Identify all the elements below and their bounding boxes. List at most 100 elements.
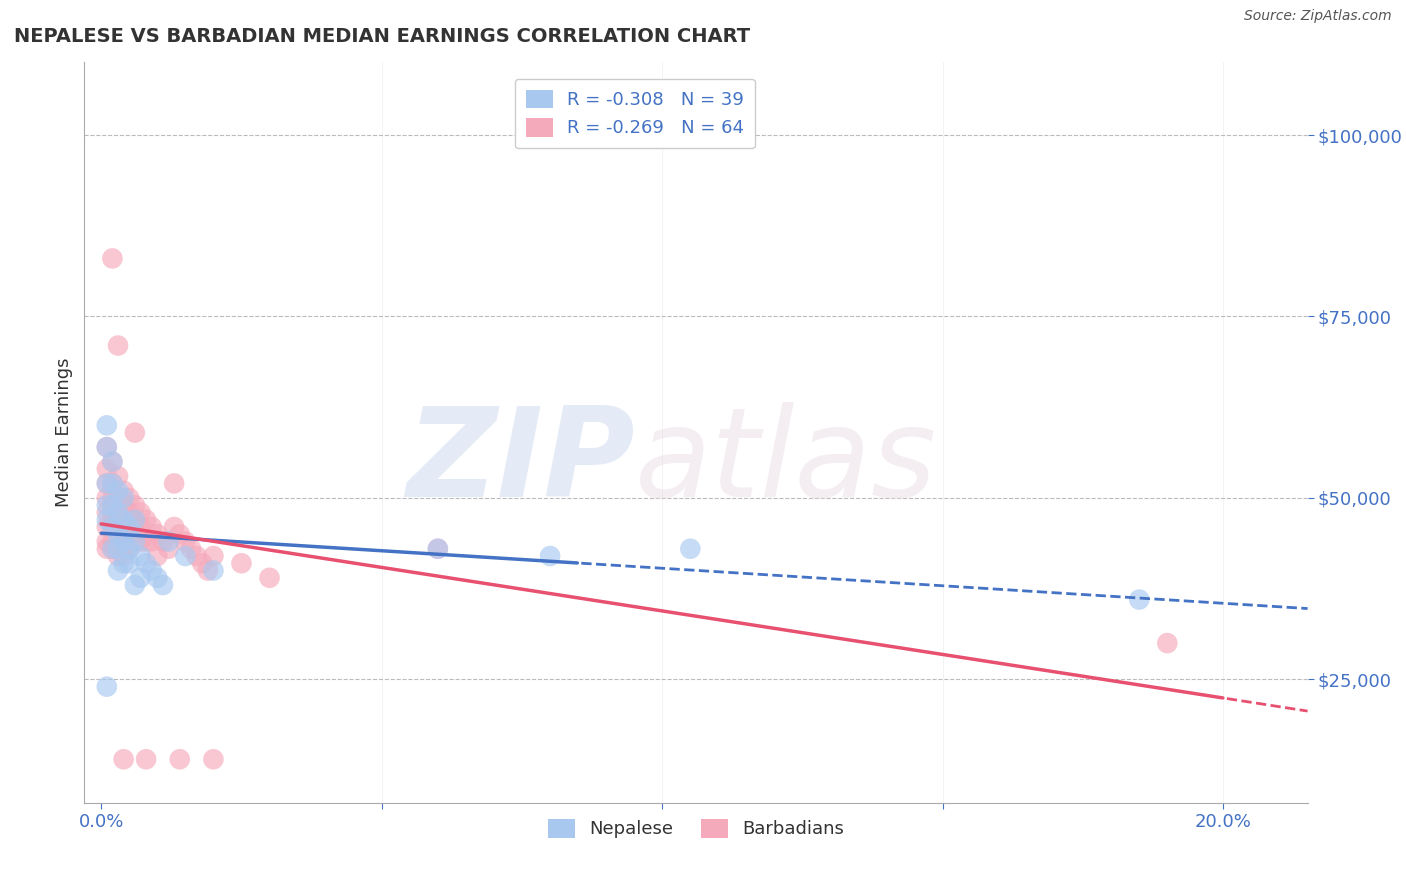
Point [107, 506, 129, 520]
Point [101, 534, 124, 549]
Point [124, 527, 146, 541]
Point [118, 541, 141, 556]
Point [118, 520, 141, 534]
Point [118, 506, 141, 520]
Point [107, 549, 129, 563]
Point [129, 520, 152, 534]
Point [101, 476, 124, 491]
Point [96, 541, 118, 556]
Point [202, 549, 225, 563]
Point [538, 549, 561, 563]
Point [157, 541, 180, 556]
Point [146, 571, 169, 585]
Point [124, 425, 146, 440]
Point [679, 541, 702, 556]
Point [96, 491, 118, 505]
Point [107, 564, 129, 578]
Point [107, 338, 129, 352]
Point [112, 527, 135, 541]
Point [135, 534, 157, 549]
Point [259, 571, 281, 585]
Point [174, 534, 197, 549]
Point [124, 578, 146, 592]
Point [96, 418, 118, 433]
Point [124, 534, 146, 549]
Point [118, 541, 141, 556]
Point [96, 534, 118, 549]
Point [426, 541, 449, 556]
Point [101, 455, 124, 469]
Point [112, 483, 135, 498]
Point [107, 469, 129, 483]
Point [169, 752, 191, 766]
Point [157, 534, 180, 549]
Point [129, 534, 152, 549]
Point [118, 556, 141, 570]
Legend: Nepalese, Barbadians: Nepalese, Barbadians [541, 812, 851, 846]
Point [101, 498, 124, 512]
Point [135, 556, 157, 570]
Point [96, 440, 118, 454]
Point [169, 527, 191, 541]
Point [96, 520, 118, 534]
Point [124, 498, 146, 512]
Text: NEPALESE VS BARBADIAN MEDIAN EARNINGS CORRELATION CHART: NEPALESE VS BARBADIAN MEDIAN EARNINGS CO… [14, 27, 751, 45]
Point [152, 578, 174, 592]
Point [112, 491, 135, 505]
Point [146, 549, 169, 563]
Point [107, 506, 129, 520]
Point [112, 549, 135, 563]
Point [96, 476, 118, 491]
Point [1156, 636, 1178, 650]
Point [426, 541, 449, 556]
Point [101, 506, 124, 520]
Text: atlas: atlas [636, 401, 936, 523]
Point [96, 506, 118, 520]
Y-axis label: Median Earnings: Median Earnings [55, 358, 73, 508]
Point [101, 476, 124, 491]
Point [118, 520, 141, 534]
Point [96, 462, 118, 476]
Point [107, 534, 129, 549]
Point [101, 520, 124, 534]
Text: Source: ZipAtlas.com: Source: ZipAtlas.com [1244, 9, 1392, 23]
Point [141, 564, 163, 578]
Point [197, 564, 219, 578]
Point [112, 556, 135, 570]
Point [107, 491, 129, 505]
Point [112, 513, 135, 527]
Point [112, 498, 135, 512]
Point [141, 520, 163, 534]
Point [112, 534, 135, 549]
Point [124, 513, 146, 527]
Point [96, 440, 118, 454]
Point [163, 476, 186, 491]
Point [202, 752, 225, 766]
Point [107, 520, 129, 534]
Point [146, 527, 169, 541]
Point [107, 527, 129, 541]
Point [231, 556, 253, 570]
Point [107, 541, 129, 556]
Point [96, 680, 118, 694]
Point [101, 541, 124, 556]
Point [118, 491, 141, 505]
Point [101, 520, 124, 534]
Point [101, 491, 124, 505]
Point [112, 752, 135, 766]
Point [129, 549, 152, 563]
Point [135, 513, 157, 527]
Point [174, 549, 197, 563]
Point [202, 564, 225, 578]
Point [124, 513, 146, 527]
Point [101, 455, 124, 469]
Point [96, 498, 118, 512]
Point [107, 483, 129, 498]
Point [152, 534, 174, 549]
Point [112, 513, 135, 527]
Point [141, 534, 163, 549]
Point [186, 549, 208, 563]
Point [96, 476, 118, 491]
Point [135, 752, 157, 766]
Point [163, 520, 186, 534]
